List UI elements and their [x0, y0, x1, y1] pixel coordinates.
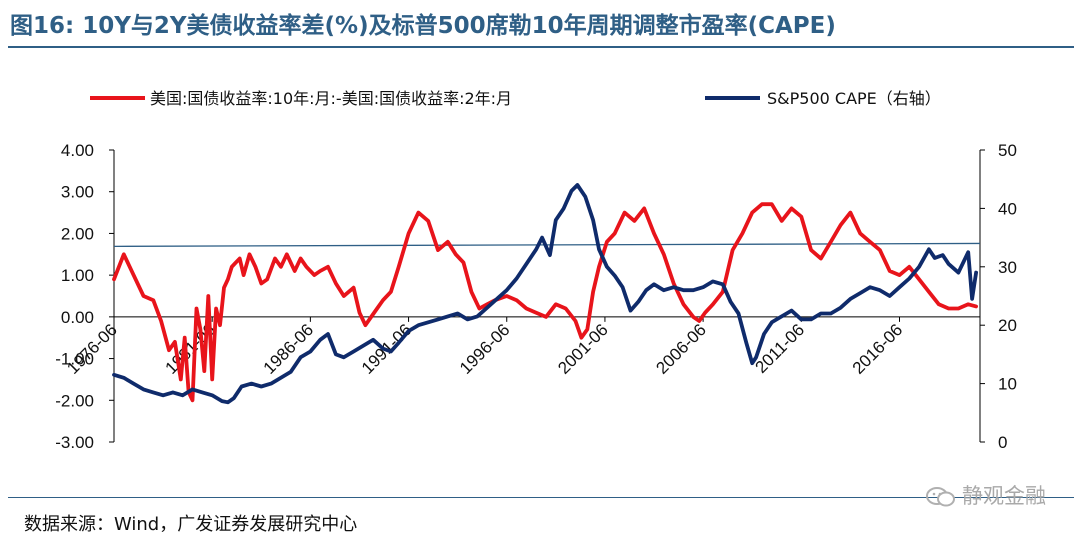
y-right-tick-label: 10: [998, 375, 1017, 394]
y-right-tick-label: 50: [998, 141, 1017, 160]
legend-label: S&P500 CAPE（右轴）: [767, 89, 941, 108]
y-right-tick-label: 0: [998, 433, 1007, 452]
legend: 美国:国债收益率:10年:月:-美国:国债收益率:2年:月 S&P500 CAPE…: [90, 89, 941, 108]
wechat-icon: [926, 487, 955, 507]
y-left-tick-label: 2.00: [61, 224, 94, 243]
series-line-yield-spread: [112, 202, 978, 403]
title-divider: [8, 46, 1074, 48]
y-left-tick-label: 1.00: [61, 266, 94, 285]
series-group: [112, 183, 978, 405]
source-note: 数据来源：Wind，广发证券发展研究中心: [24, 514, 358, 535]
y-right-tick-label: 40: [998, 199, 1017, 218]
legend-label: 美国:国债收益率:10年:月:-美国:国债收益率:2年:月: [150, 89, 512, 108]
y-left-tick-label: 3.00: [61, 183, 94, 202]
y-left-tick-label: -1.00: [55, 350, 94, 369]
y-left-tick-label: -2.00: [55, 391, 94, 410]
y-right-tick-label: 20: [998, 316, 1017, 335]
y-left-tick-label: 0.00: [61, 308, 94, 327]
watermark: 静观金融: [926, 480, 1046, 510]
y-left-tick-label: 4.00: [61, 141, 94, 160]
chart-axes: 4.00 3.00 2.00 1.00 0.00 -1.00 -2.00 -3.00 50 40 3…: [55, 141, 1017, 452]
x-tick-label: 2016-06: [849, 320, 907, 378]
series-line-cape: [112, 183, 978, 405]
watermark-text: 静观金融: [962, 484, 1046, 508]
x-tick-label: 1996-06: [456, 320, 514, 378]
x-tick-label: 2006-06: [652, 320, 710, 378]
y-right-tick-label: 30: [998, 258, 1017, 277]
x-tick-label: 1986-06: [260, 320, 318, 378]
footer-divider: [8, 497, 1074, 498]
x-tick-label: 2001-06: [554, 320, 612, 378]
chart-title: 图16: 10Y与2Y美债收益率差(%)及标普500席勒10年周期调整市盈率(C…: [10, 13, 836, 39]
y-left-tick-label: -3.00: [55, 433, 94, 452]
